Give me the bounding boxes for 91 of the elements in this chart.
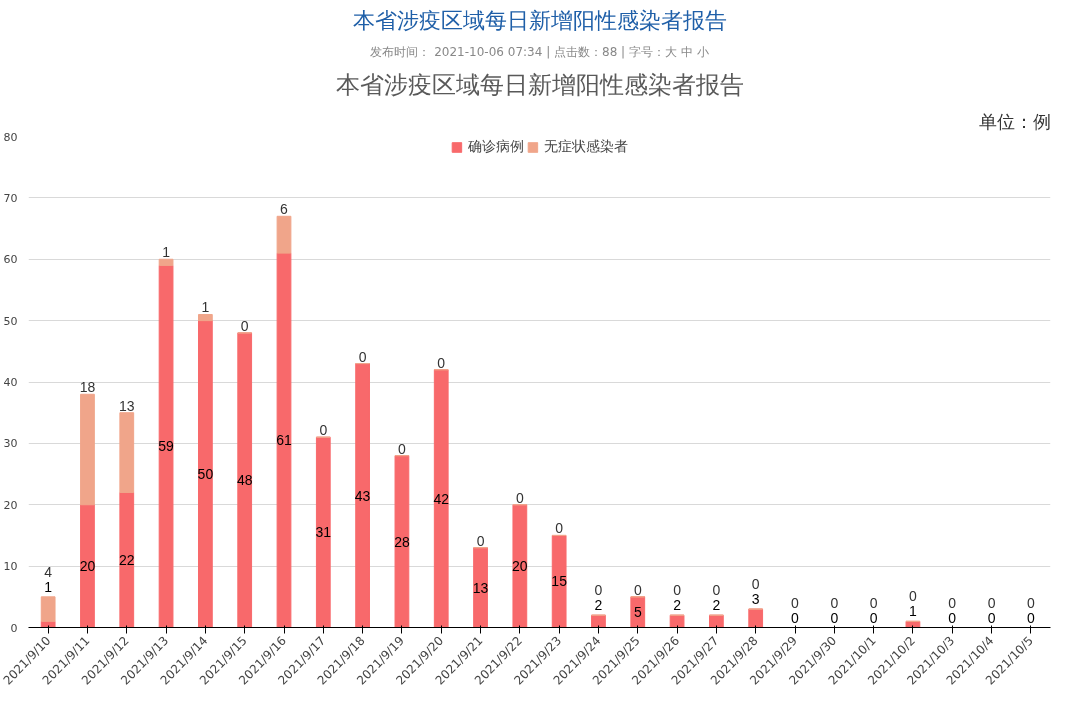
- data-label: 0: [633, 581, 642, 598]
- bar: [591, 614, 606, 628]
- data-label: 0: [594, 582, 603, 599]
- y-tick-label: 30: [3, 437, 18, 451]
- data-label: 0: [948, 594, 957, 611]
- data-label: 0: [319, 422, 328, 439]
- data-label: 0: [1026, 609, 1035, 626]
- chart-title: 本省涉疫区域每日新增阳性感染者报告: [335, 70, 744, 99]
- data-label: 2: [673, 597, 682, 614]
- data-label: 1: [909, 603, 918, 620]
- data-label: 28: [394, 533, 410, 550]
- y-tick-label: 0: [10, 621, 18, 635]
- bar: [40, 596, 56, 622]
- bar: [669, 614, 685, 628]
- bar: [748, 608, 764, 628]
- data-label: 0: [869, 609, 878, 626]
- data-label: 22: [118, 551, 135, 568]
- data-label: 1: [44, 578, 53, 595]
- y-tick-label: 40: [3, 376, 18, 389]
- data-label: 0: [830, 594, 839, 611]
- data-label: 1: [201, 299, 210, 316]
- data-label: 0: [948, 609, 957, 626]
- data-label: 2: [712, 597, 721, 614]
- text: 发布时间： 2021-10-06 07:34 | 点击数：88 | 字号：大 中 小: [370, 44, 709, 59]
- bar: [512, 504, 528, 628]
- data-label: 0: [751, 576, 760, 593]
- data-label: 48: [236, 472, 253, 489]
- bar: [473, 547, 488, 628]
- bar: [276, 252, 292, 628]
- bar: [198, 313, 213, 322]
- bar: [551, 534, 567, 628]
- y-tick-label: 20: [3, 498, 18, 512]
- data-label: 0: [240, 317, 249, 334]
- data-label: 59: [158, 438, 175, 455]
- data-label: 43: [354, 487, 371, 504]
- data-label: 0: [869, 594, 878, 611]
- data-label: 0: [358, 348, 367, 365]
- data-label: 0: [476, 532, 485, 549]
- data-label: 3: [751, 591, 760, 608]
- data-label: 20: [512, 558, 528, 575]
- y-tick-label: 70: [3, 191, 18, 205]
- text: 单位：例: [978, 110, 1051, 132]
- data-label: 6: [280, 201, 289, 218]
- data-label: 13: [118, 397, 135, 414]
- bar: [237, 332, 253, 628]
- data-label: 61: [276, 432, 292, 449]
- data-label: 42: [433, 490, 450, 507]
- data-label: 1: [162, 244, 171, 261]
- data-label: 20: [79, 558, 96, 575]
- data-label: 50: [197, 466, 214, 483]
- y-tick-label: 50: [3, 314, 18, 328]
- y-tick-label: 60: [3, 253, 18, 267]
- data-label: 0: [437, 354, 446, 371]
- bar: [198, 320, 213, 628]
- bar: [158, 264, 174, 628]
- y-tick-label: 80: [3, 130, 18, 144]
- bar: [119, 491, 135, 628]
- legend-label: 确诊病例: [467, 138, 524, 156]
- data-label: 0: [791, 594, 800, 611]
- bar: [276, 215, 292, 254]
- data-label: 0: [791, 609, 800, 626]
- data-label: 0: [1026, 594, 1035, 611]
- bar: [394, 455, 410, 628]
- bar: [433, 369, 449, 628]
- data-label: 0: [987, 594, 996, 611]
- bar: [315, 436, 331, 628]
- bar: [80, 504, 95, 628]
- y-tick-label: 10: [3, 560, 18, 574]
- data-label: 0: [712, 582, 721, 599]
- data-label: 15: [551, 573, 568, 590]
- bar: [630, 596, 646, 628]
- bar: [80, 393, 95, 506]
- data-label: 0: [515, 489, 524, 506]
- data-label: 13: [472, 579, 489, 596]
- bar: [709, 614, 724, 628]
- bar: [355, 363, 370, 628]
- data-label: 0: [830, 609, 839, 626]
- data-label: 0: [555, 520, 564, 537]
- bar: [158, 258, 174, 266]
- text: 本省涉疫区域每日新增阳性感染者报告: [352, 7, 727, 33]
- data-label: 0: [398, 440, 407, 457]
- data-label: 0: [987, 609, 996, 626]
- data-label: 18: [79, 379, 96, 396]
- bar: [119, 412, 135, 493]
- data-label: 0: [909, 588, 918, 605]
- data-label: 2: [594, 597, 603, 614]
- data-label: 0: [673, 582, 682, 599]
- data-label: 4: [44, 563, 53, 580]
- data-label: 5: [633, 604, 642, 621]
- legend-label: 无症状感染者: [543, 138, 628, 156]
- data-label: 31: [315, 524, 332, 541]
